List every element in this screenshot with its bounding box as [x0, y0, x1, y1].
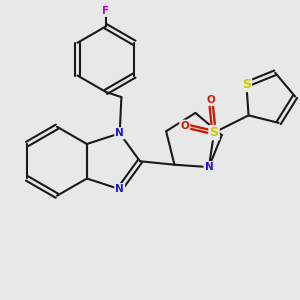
- Text: N: N: [115, 184, 124, 194]
- Text: O: O: [180, 121, 189, 131]
- Text: S: S: [242, 78, 251, 91]
- Text: O: O: [206, 95, 215, 105]
- Text: N: N: [115, 128, 124, 138]
- Text: N: N: [205, 162, 213, 172]
- Text: S: S: [210, 126, 219, 139]
- Text: F: F: [102, 6, 110, 16]
